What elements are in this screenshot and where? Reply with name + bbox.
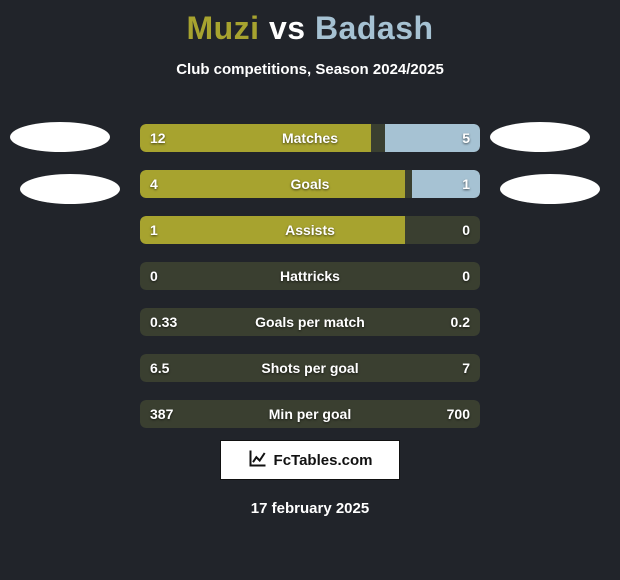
stat-label: Assists [140,216,480,244]
stat-row: 125Matches [140,124,480,152]
stat-row: 00Hattricks [140,262,480,290]
stat-label: Hattricks [140,262,480,290]
footer-logo-text: FcTables.com [274,452,373,469]
stat-label: Goals [140,170,480,198]
title-player1: Muzi [186,10,259,46]
stat-row: 41Goals [140,170,480,198]
stat-label: Goals per match [140,308,480,336]
subtitle: Club competitions, Season 2024/2025 [0,61,620,78]
footer-logo: FcTables.com [220,440,400,480]
title-vs: vs [269,10,306,46]
player-photo [500,174,600,204]
stat-label: Matches [140,124,480,152]
stat-row: 0.330.2Goals per match [140,308,480,336]
player-photo [10,122,110,152]
stat-row: 6.57Shots per goal [140,354,480,382]
page: Muzi vs Badash Club competitions, Season… [0,0,620,580]
stat-row: 387700Min per goal [140,400,480,428]
title-player2: Badash [315,10,434,46]
stat-row: 10Assists [140,216,480,244]
footer-date: 17 february 2025 [0,500,620,517]
page-title: Muzi vs Badash [0,0,620,47]
stat-label: Min per goal [140,400,480,428]
stat-label: Shots per goal [140,354,480,382]
player-photo [20,174,120,204]
player-photo [490,122,590,152]
stats-chart: 125Matches 41Goals 10Assists 00Hattricks 0.3… [140,124,480,446]
chart-icon [248,448,268,473]
